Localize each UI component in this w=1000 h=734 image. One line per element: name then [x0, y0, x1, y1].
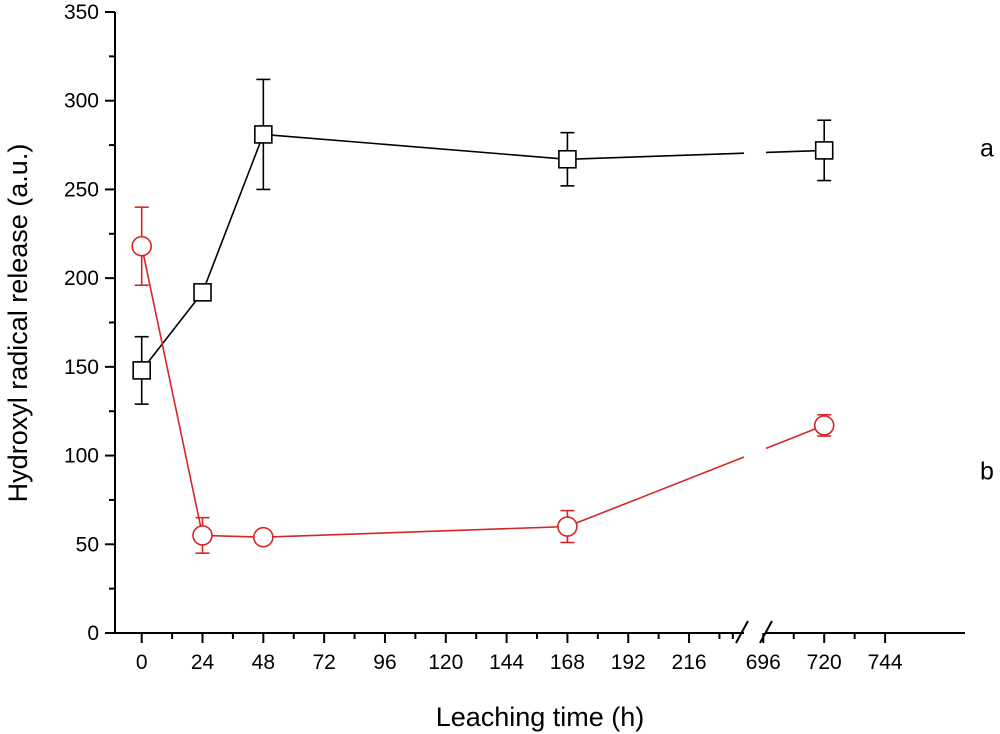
y-tick-label: 150	[64, 356, 99, 379]
y-ticks: 0 50 100 150 200 250 300 350	[64, 1, 115, 645]
data-point	[557, 516, 578, 537]
y-tick-label: 100	[64, 445, 99, 468]
x-tick-label: 696	[746, 651, 781, 674]
data-point	[813, 415, 835, 436]
series-line	[765, 424, 825, 450]
series-line	[765, 149, 825, 154]
x-tick-label: 744	[868, 651, 903, 674]
x-tick-label: 168	[550, 651, 585, 674]
plot-area: ab	[131, 78, 994, 554]
data-point	[254, 125, 273, 144]
y-tick-label: 250	[64, 178, 99, 201]
x-tick-label: 192	[611, 651, 646, 674]
x-tick-label: 24	[191, 651, 215, 674]
y-axis-label: Hydroxyl radical release (a.u.)	[3, 144, 33, 503]
x-tick-label: 120	[428, 651, 463, 674]
x-tick-label: 72	[312, 651, 335, 674]
data-point	[192, 525, 213, 546]
y-tick-label: 300	[64, 90, 99, 113]
series-line	[567, 152, 745, 161]
series-line	[140, 246, 204, 536]
series-line	[567, 456, 745, 528]
x-tick-label: 144	[489, 651, 524, 674]
x-tick-label: 96	[373, 651, 396, 674]
y-tick-label: 200	[64, 267, 99, 290]
y-tick-label: 0	[87, 622, 99, 645]
series-label: b	[980, 457, 994, 485]
axis-break-mark	[735, 620, 749, 644]
data-point	[131, 235, 152, 257]
x-tick-label: 0	[136, 651, 148, 674]
x-ticks: 0 24 48 72 96 120 144 168 192 216 696 720 744	[136, 633, 903, 674]
series-line	[263, 525, 568, 538]
data-point	[193, 283, 212, 302]
series-label: a	[980, 134, 994, 162]
series-line	[263, 133, 568, 161]
series-line	[141, 291, 204, 371]
data-point	[253, 526, 274, 548]
series-a: a	[132, 78, 994, 405]
x-tick-label: 48	[252, 651, 275, 674]
x-tick-label: 720	[807, 651, 842, 674]
y-tick-label: 50	[76, 533, 99, 556]
axes	[114, 12, 965, 644]
y-tick-label: 350	[64, 1, 99, 24]
data-point	[132, 361, 151, 380]
x-axis-label: Leaching time (h)	[436, 702, 645, 732]
series-line	[201, 134, 265, 293]
x-tick-label: 216	[672, 651, 707, 674]
series-b: b	[131, 206, 994, 554]
axis-break-mark	[759, 620, 773, 644]
data-point	[558, 149, 577, 169]
data-point	[814, 141, 834, 160]
